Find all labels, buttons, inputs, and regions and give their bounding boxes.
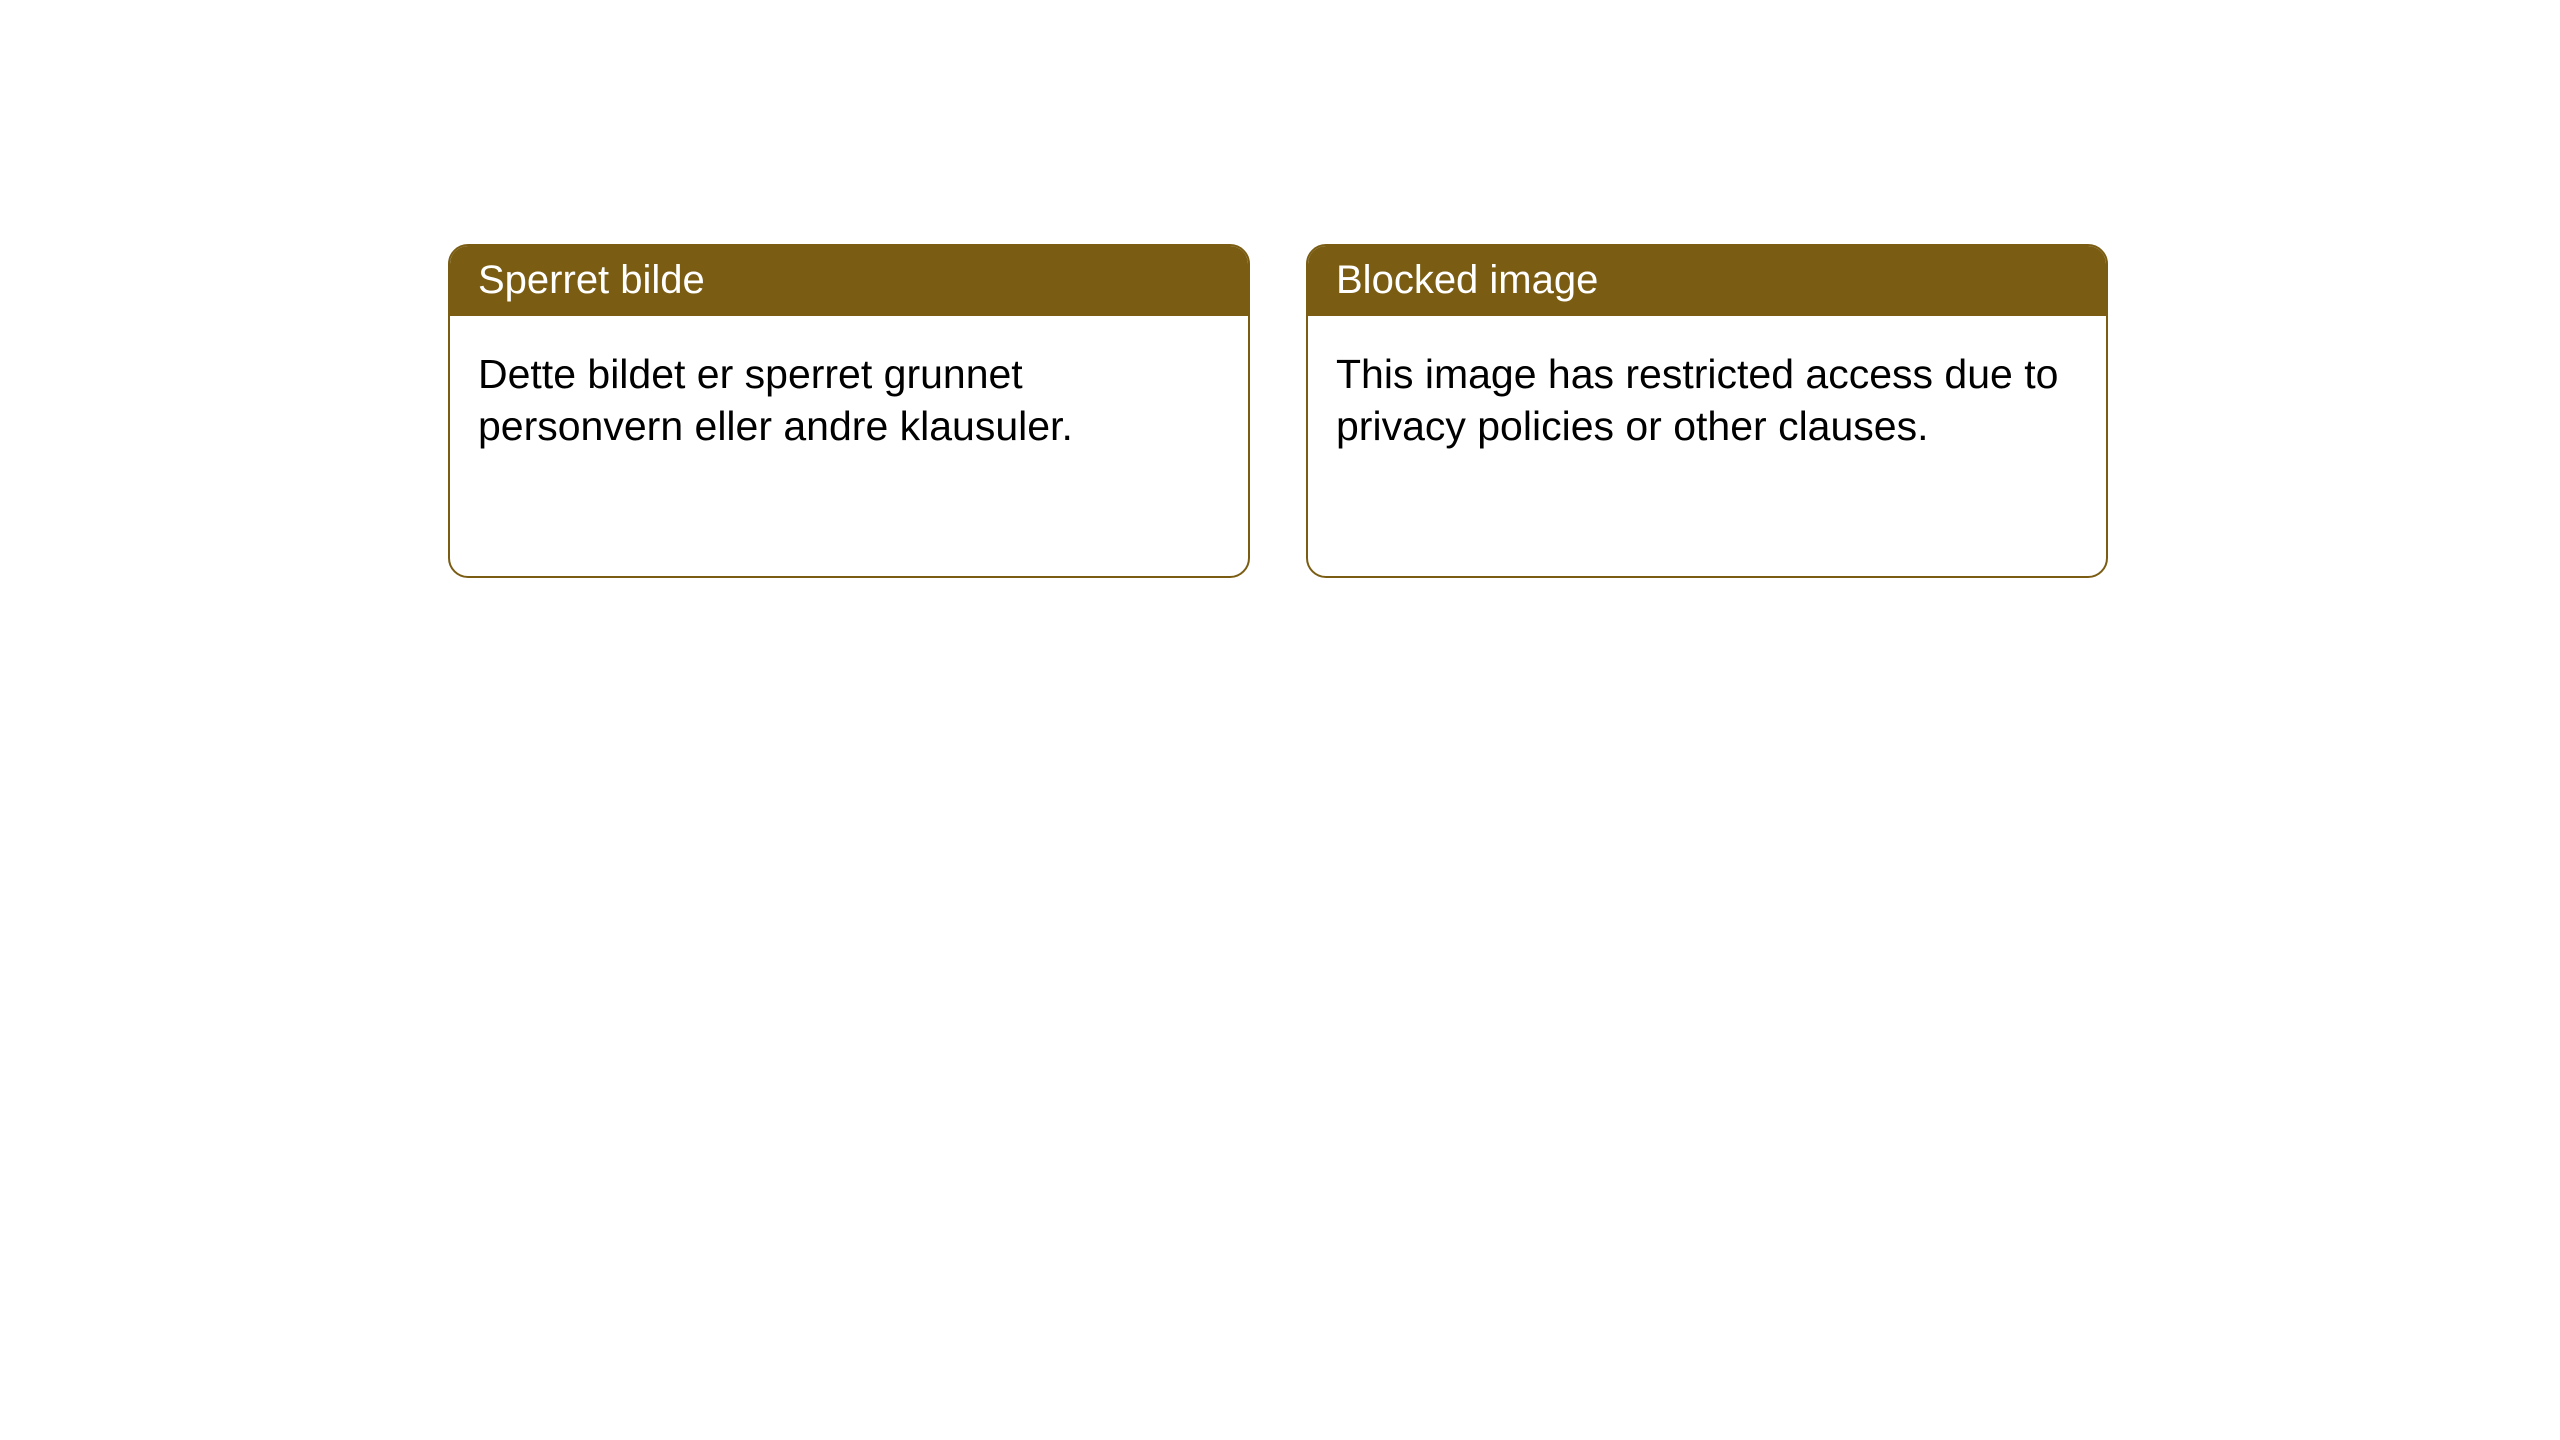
notice-container: Sperret bilde Dette bildet er sperret gr… — [0, 0, 2560, 578]
card-body-norwegian: Dette bildet er sperret grunnet personve… — [450, 316, 1248, 485]
card-text-norwegian: Dette bildet er sperret grunnet personve… — [478, 351, 1073, 449]
notice-card-norwegian: Sperret bilde Dette bildet er sperret gr… — [448, 244, 1250, 578]
card-header-norwegian: Sperret bilde — [450, 246, 1248, 316]
card-body-english: This image has restricted access due to … — [1308, 316, 2106, 485]
card-text-english: This image has restricted access due to … — [1336, 351, 2058, 449]
notice-card-english: Blocked image This image has restricted … — [1306, 244, 2108, 578]
card-title-english: Blocked image — [1336, 258, 1598, 302]
card-title-norwegian: Sperret bilde — [478, 258, 705, 302]
card-header-english: Blocked image — [1308, 246, 2106, 316]
